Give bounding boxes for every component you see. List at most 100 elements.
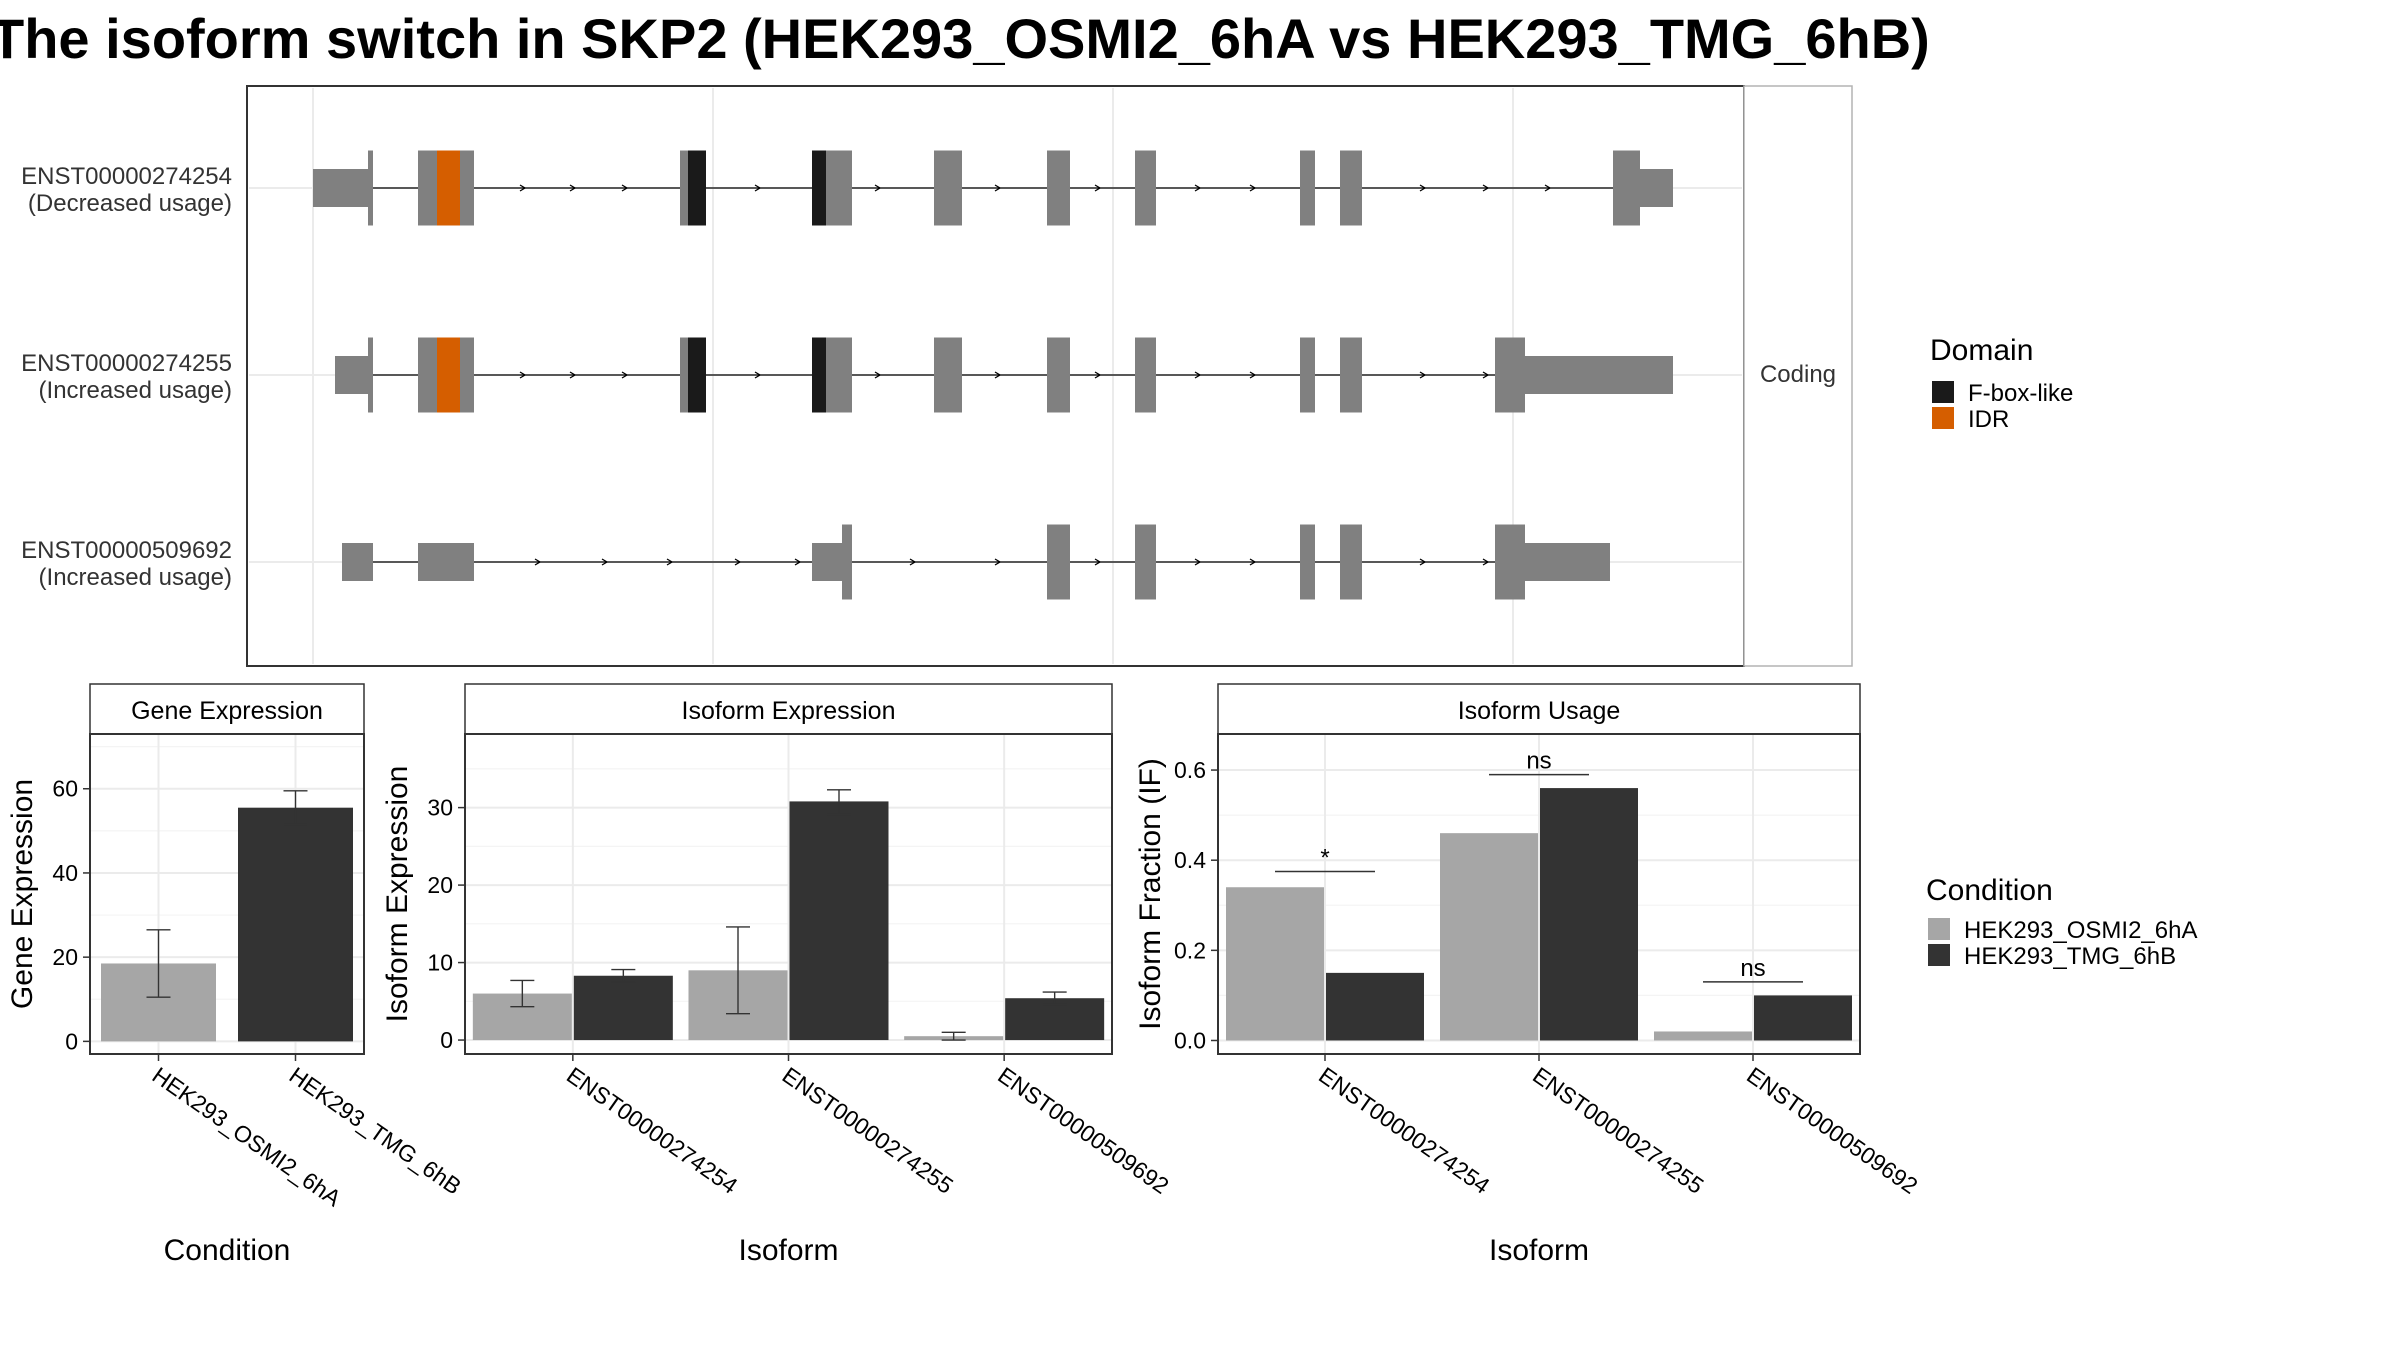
fbox-domain (812, 337, 826, 413)
intron-arrow-icon (621, 371, 629, 379)
facet-label-coding: Coding (1760, 361, 1836, 388)
significance-label: ns (1526, 748, 1551, 775)
panel-strip-title: Gene Expression (131, 697, 323, 725)
intron-arrow-icon (1249, 558, 1257, 566)
intron-arrow-icon (1544, 184, 1552, 192)
legend-label-idr: IDR (1968, 406, 2009, 433)
exon-block (1135, 524, 1156, 600)
y-tick-label: 0.4 (1174, 847, 1206, 873)
x-tick-label: ENST00000274254 (562, 1062, 743, 1199)
intron-arrow-icon (1482, 558, 1490, 566)
transcript-id-label: ENST00000509692 (21, 537, 232, 564)
exon-block (1135, 337, 1156, 413)
intron-arrow-icon (1194, 558, 1202, 566)
legend-key-tmg (1928, 944, 1950, 966)
intron-arrow-icon (1419, 371, 1427, 379)
x-tick-label: ENST00000274254 (1314, 1062, 1495, 1199)
intron-arrow-icon (1482, 371, 1490, 379)
bar (1326, 972, 1424, 1041)
condition-legend-title: Condition (1926, 874, 2053, 907)
isoform-expression-panel: Isoform Expression 0 10 20 30 ENST00000274254… (381, 683, 1174, 1267)
bar (238, 807, 353, 1042)
y-tick-label: 10 (427, 950, 453, 976)
intron-arrow-icon (601, 558, 609, 566)
domain-legend: Domain F-box-like IDR (1930, 334, 2073, 433)
exon-block (812, 543, 842, 581)
transcript-usage-label: (Decreased usage) (28, 190, 232, 217)
intron-arrow-icon (666, 558, 674, 566)
bar (789, 801, 889, 1041)
intron-arrow-icon (734, 558, 742, 566)
intron-arrow-icon (519, 371, 527, 379)
legend-label-osmi2: HEK293_OSMI2_6hA (1964, 917, 2197, 944)
significance-label: * (1320, 844, 1329, 871)
x-axis-title: Isoform (738, 1234, 838, 1267)
idr-domain (437, 150, 460, 226)
exon-block (1495, 524, 1525, 600)
exon-block (1640, 169, 1673, 207)
significance-label: ns (1740, 955, 1765, 982)
x-axis-title: Condition (164, 1234, 291, 1267)
x-tick-label: ENST00000509692 (1742, 1062, 1922, 1199)
fbox-domain (812, 150, 826, 226)
intron-arrow-icon (994, 184, 1002, 192)
intron-arrow-icon (569, 371, 577, 379)
legend-label-fbox: F-box-like (1968, 380, 2073, 407)
isoform-usage-panel: Isoform Usage * ns ns 0.0 0.2 0.4 0.6 ENST000002… (1134, 683, 1923, 1267)
fbox-domain (688, 337, 706, 413)
intron-arrow-icon (994, 558, 1002, 566)
exon-block (418, 543, 474, 581)
transcript-structure-panel: Coding ENST00000274254(Decreased usage) E… (21, 85, 1853, 667)
y-tick-label: 0 (440, 1027, 453, 1053)
panel-strip-title: Isoform Expression (682, 697, 896, 725)
exon-block (1340, 150, 1362, 226)
intron-arrow-icon (794, 558, 802, 566)
exon-block (934, 337, 962, 413)
exon-block (335, 356, 370, 394)
exon-block (368, 337, 373, 413)
condition-legend: Condition HEK293_OSMI2_6hA HEK293_TMG_6h… (1926, 874, 2197, 970)
y-tick-label: 30 (427, 795, 453, 821)
transcript-id-label: ENST00000274254 (21, 163, 232, 190)
intron-arrow-icon (874, 184, 882, 192)
transcript-id-label: ENST00000274255 (21, 350, 232, 377)
exon-block (1525, 543, 1610, 581)
y-tick-label: 0 (65, 1028, 78, 1054)
intron-arrow-icon (754, 371, 762, 379)
panel-strip (89, 683, 365, 735)
intron-arrow-icon (1419, 558, 1427, 566)
exon-block (368, 150, 373, 226)
intron-arrow-icon (874, 371, 882, 379)
exon-block (934, 150, 962, 226)
exon-block (1047, 150, 1070, 226)
y-axis-title: Isoform Fraction (IF) (1134, 758, 1167, 1030)
legend-key-osmi2 (1928, 918, 1950, 940)
intron-arrow-icon (754, 184, 762, 192)
exon-block (1613, 150, 1640, 226)
exon-block (1525, 356, 1673, 394)
y-tick-label: 0.2 (1174, 937, 1206, 963)
y-axis-title: Isoform Expression (381, 766, 414, 1023)
panel-strip (1217, 683, 1861, 735)
y-tick-label: 20 (52, 944, 78, 970)
exon-block (1300, 337, 1315, 413)
exon-block (1495, 337, 1525, 413)
structure-tracks (313, 150, 1673, 600)
idr-domain (437, 337, 460, 413)
exon-block (342, 543, 373, 581)
transcript-usage-label: (Increased usage) (39, 564, 232, 591)
x-tick-label: ENST00000274255 (778, 1062, 958, 1199)
bar (1005, 998, 1105, 1041)
x-axis-title: Isoform (1489, 1234, 1589, 1267)
bar (573, 975, 673, 1041)
y-tick-label: 40 (52, 860, 78, 886)
intron-arrow-icon (1482, 184, 1490, 192)
legend-key-fbox (1932, 381, 1954, 403)
intron-arrow-icon (1419, 184, 1427, 192)
bar (1654, 1031, 1752, 1041)
y-tick-label: 0.0 (1174, 1027, 1206, 1053)
x-tick-label: ENST00000509692 (993, 1062, 1173, 1199)
exon-block (842, 524, 852, 600)
exon-block (1340, 524, 1362, 600)
